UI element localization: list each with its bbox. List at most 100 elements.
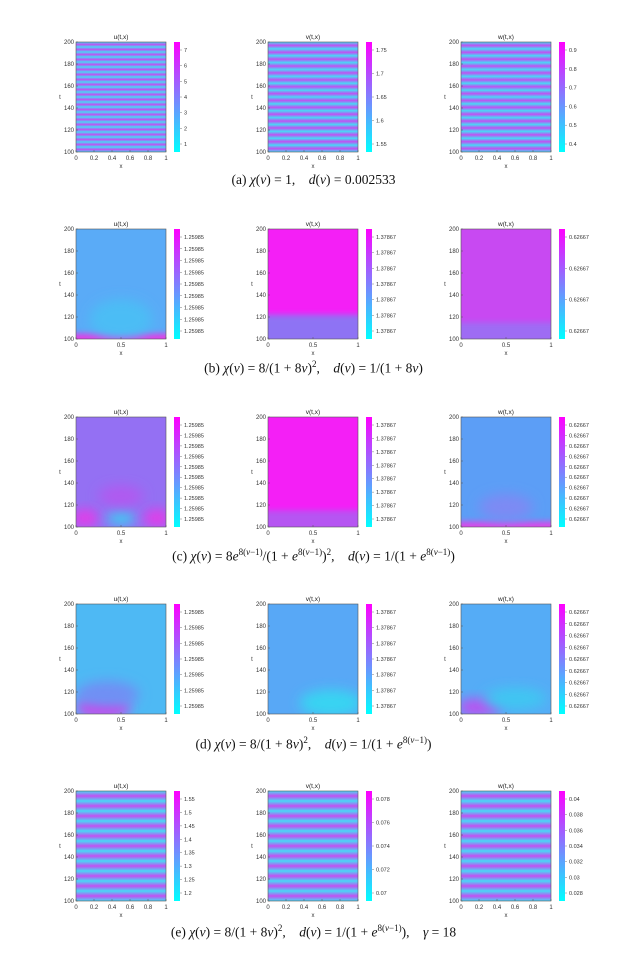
x-axis-label: x	[312, 726, 315, 732]
y-tick-label: 180	[449, 811, 460, 817]
colorbar-tick-label: 1.25985	[184, 496, 204, 502]
colorbar-tick-label: 3	[184, 111, 187, 117]
heatmap-blob	[479, 494, 533, 521]
colorbar-tick-label: 1.55	[184, 797, 195, 803]
panel-d-2: v(t,x) 200 180 160 140 120 100 t 0 0.5 1 x 1.37867 1.…	[251, 596, 396, 732]
heatmap-band	[461, 322, 551, 339]
colorbar-tick-label: 1.37867	[376, 463, 396, 469]
x-tick-label: 0.6	[511, 156, 520, 162]
x-tick-label: 0.2	[90, 156, 99, 162]
colorbar-tick-label: 1.25985	[184, 641, 204, 647]
x-tick-label: 0	[266, 156, 270, 162]
colorbar-tick-label: 1.25985	[184, 688, 204, 694]
heatmap-stripe	[461, 871, 551, 881]
y-tick-label: 200	[256, 40, 267, 46]
x-tick-label: 0	[74, 156, 78, 162]
colorbar-tick-label: 0.62667	[569, 517, 589, 523]
heatmap-image	[268, 604, 358, 714]
y-tick-label: 200	[256, 789, 267, 795]
colorbar-tick-label: 1.37867	[376, 504, 396, 510]
y-tick-label: 140	[64, 855, 75, 861]
y-tick-label: 180	[256, 437, 267, 443]
panel-title: w(t,x)	[497, 409, 514, 416]
heatmap-stripe	[76, 871, 166, 881]
plot-frame	[267, 41, 359, 153]
x-tick-label: 0.2	[90, 905, 99, 911]
colorbar-tick-label: 1.25985	[184, 657, 204, 663]
heatmap-stripe	[76, 102, 166, 107]
colorbar-tick-label: 0.032	[569, 860, 583, 866]
colorbar-tick-label: 1.37867	[376, 235, 396, 241]
y-axis-label: t	[444, 657, 446, 663]
y-axis-label: t	[444, 844, 446, 850]
heatmap-image	[76, 417, 166, 527]
colorbar-tick-label: 1.37867	[376, 329, 396, 335]
y-tick-label: 180	[449, 249, 460, 255]
colorbar-tick-label: 2	[184, 126, 187, 132]
y-tick-label: 160	[256, 271, 267, 277]
heatmap-stripe	[268, 138, 358, 146]
panel-title: u(t,x)	[114, 34, 129, 41]
heatmap-stripe	[268, 124, 358, 132]
y-tick-label: 140	[64, 106, 75, 112]
colorbar-tick-label: 1.37867	[376, 626, 396, 632]
heatmap-band	[268, 510, 358, 527]
heatmap-stripe	[461, 801, 551, 811]
panel-e-1: u(t,x) 200 180 160 140 120 100 t 0 0.2 0.4 0.6 0.8 1 x…	[59, 783, 195, 919]
heatmap-stripe	[268, 117, 358, 125]
x-axis-label: x	[312, 351, 315, 357]
caption-c: (c) χ(v) = 8e8(v−1)/(1 + e8(v−1))2, d(v)…	[172, 547, 455, 564]
y-axis-label: t	[251, 657, 253, 663]
panel-title: u(t,x)	[114, 409, 129, 416]
x-tick-label: 0.5	[117, 531, 126, 537]
y-tick-label: 120	[256, 503, 267, 509]
heatmap-stripe	[268, 97, 358, 104]
colorbar-tick-label: 6	[184, 64, 187, 70]
y-tick-label: 100	[256, 525, 267, 531]
panel-c-3: w(t,x) 200 180 160 140 120 100 t 0 0.5 1 x 0.62667 0.…	[444, 409, 589, 545]
heatmap-stripe	[461, 69, 551, 77]
y-tick-label: 180	[449, 437, 460, 443]
x-axis-label: x	[120, 913, 123, 919]
colorbar-tick-label: 0.9	[569, 48, 577, 54]
heatmap-stripe	[76, 72, 166, 77]
x-tick-label: 1	[356, 343, 360, 349]
panel-title: u(t,x)	[114, 596, 129, 603]
x-tick-label: 0.4	[493, 156, 502, 162]
x-axis-label: x	[505, 164, 508, 170]
x-axis-label: x	[505, 351, 508, 357]
y-tick-label: 180	[64, 811, 75, 817]
heatmap-stripe	[76, 147, 166, 152]
y-tick-label: 140	[64, 293, 75, 299]
y-tick-label: 120	[449, 315, 460, 321]
heatmap-stripe	[76, 92, 166, 97]
plot-frame	[460, 41, 552, 153]
y-tick-label: 200	[64, 602, 75, 608]
x-axis-label: x	[505, 539, 508, 545]
y-tick-label: 100	[449, 337, 460, 343]
colorbar-tick-label: 1.25985	[184, 673, 204, 679]
heatmap-stripe	[268, 110, 358, 118]
x-tick-label: 0	[266, 531, 270, 537]
heatmap-image	[76, 604, 166, 714]
y-tick-label: 100	[64, 525, 75, 531]
panel-title: v(t,x)	[306, 783, 320, 790]
y-tick-label: 160	[64, 459, 75, 465]
colorbar-tick-label: 1.37867	[376, 423, 396, 429]
colorbar-tick-label: 0.04	[569, 797, 580, 803]
x-tick-label: 1	[549, 905, 553, 911]
colorbar-tick-label: 1.25985	[184, 454, 204, 460]
colorbar-tick-label: 0.034	[569, 844, 583, 850]
y-tick-label: 200	[449, 40, 460, 46]
y-axis-label: t	[251, 844, 253, 850]
y-tick-label: 180	[256, 811, 267, 817]
y-axis-label: t	[59, 95, 61, 101]
x-tick-label: 1	[164, 718, 168, 724]
y-tick-label: 140	[449, 293, 460, 299]
colorbar-tick-label: 1.3	[184, 864, 192, 870]
panel-title: v(t,x)	[306, 34, 320, 41]
heatmap-bg	[76, 417, 166, 527]
y-tick-label: 160	[256, 646, 267, 652]
x-tick-label: 0.4	[493, 905, 502, 911]
